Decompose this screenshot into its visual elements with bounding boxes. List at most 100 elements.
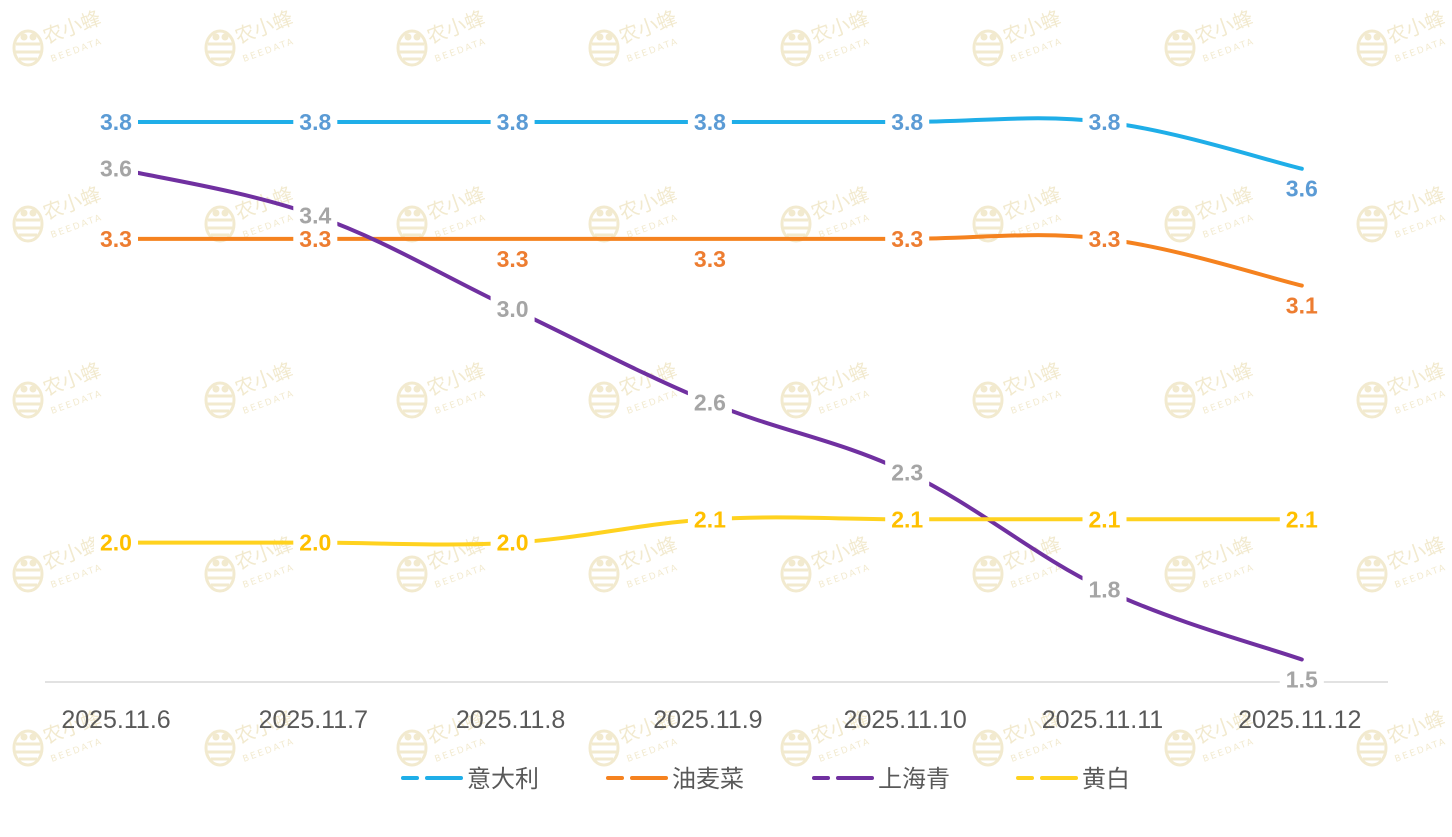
bee-icon (204, 555, 236, 593)
x-tick-label: 2025.11.11 (1042, 706, 1163, 734)
data-label-text: 1.5 (1286, 667, 1318, 693)
data-label-yidali: 3.8 (293, 108, 338, 136)
data-label-bg (293, 108, 338, 136)
bee-icon (204, 205, 236, 243)
bee-icon (1164, 381, 1196, 419)
data-label-bg (94, 528, 138, 557)
x-tick-label: 2025.11.10 (844, 706, 967, 734)
data-label-yidali: 3.8 (885, 108, 930, 136)
bee-icon (396, 381, 428, 419)
data-label-bg (1279, 174, 1324, 203)
data-label-text: 3.3 (891, 226, 923, 252)
data-label-shanghaiqing: 1.5 (1279, 665, 1324, 694)
data-label-shanghaiqing: 2.3 (885, 458, 930, 487)
data-label-bg (1082, 224, 1127, 253)
bee-icon (204, 729, 236, 767)
bee-icon (396, 205, 428, 243)
data-label-yidali: 3.8 (94, 108, 138, 136)
data-label-shanghaiqing: 3.0 (490, 294, 535, 323)
bee-icon (396, 29, 428, 67)
legend-label: 意大利 (467, 766, 539, 793)
data-label-bg (1279, 505, 1324, 534)
data-label-yidali: 3.8 (1082, 108, 1127, 136)
data-label-bg (885, 505, 930, 534)
data-label-text: 3.6 (1286, 176, 1318, 202)
data-label-shanghaiqing: 2.6 (687, 388, 732, 417)
data-label-bg (1082, 575, 1127, 604)
legend-label: 黄白 (1082, 766, 1130, 793)
bee-icon (1164, 29, 1196, 67)
data-label-yidali: 3.8 (490, 108, 535, 136)
data-label-text: 3.4 (299, 202, 331, 228)
data-label-text: 2.6 (694, 389, 726, 415)
data-label-text: 3.3 (299, 226, 331, 252)
bee-icon (204, 381, 236, 419)
data-label-text: 3.8 (100, 109, 132, 135)
data-label-text: 2.1 (891, 506, 923, 532)
bee-icon (1356, 555, 1388, 593)
data-label-shanghaiqing: 1.8 (1082, 575, 1127, 604)
data-label-text: 3.3 (1089, 226, 1121, 252)
data-label-bg (490, 528, 535, 557)
bee-icon (1356, 381, 1388, 419)
bee-icon (972, 29, 1004, 67)
bee-icon (12, 381, 44, 419)
data-label-shanghaiqing: 3.4 (293, 201, 338, 230)
data-label-huangbai: 2.0 (293, 528, 338, 557)
data-label-youmaicai: 3.1 (1279, 291, 1324, 320)
data-label-bg (94, 108, 138, 136)
x-tick-label: 2025.11.9 (653, 706, 762, 734)
data-label-bg (293, 201, 338, 230)
bee-icon (588, 205, 620, 243)
x-tick-label: 2025.11.12 (1238, 706, 1361, 734)
bee-icon (588, 381, 620, 419)
data-label-yidali: 3.8 (687, 108, 732, 136)
data-label-shanghaiqing: 3.6 (94, 154, 138, 183)
data-label-text: 3.3 (694, 246, 726, 272)
data-label-text: 1.8 (1089, 576, 1121, 602)
data-label-bg (687, 505, 732, 534)
data-label-youmaicai: 3.3 (490, 244, 535, 273)
x-tick-label: 2025.11.8 (456, 706, 565, 734)
bee-icon (972, 555, 1004, 593)
data-label-bg (687, 108, 732, 136)
bee-icon (1356, 29, 1388, 67)
data-label-bg (1082, 505, 1127, 534)
bee-icon (1164, 205, 1196, 243)
data-label-youmaicai: 3.3 (293, 224, 338, 253)
data-label-text: 3.6 (100, 156, 132, 182)
bee-icon (1164, 555, 1196, 593)
data-label-text: 2.3 (891, 460, 923, 486)
data-label-bg (1279, 665, 1324, 694)
data-label-youmaicai: 3.3 (94, 224, 138, 253)
data-label-bg (490, 294, 535, 323)
data-label-text: 3.8 (694, 109, 726, 135)
legend-label: 上海青 (878, 766, 950, 793)
data-label-text: 2.0 (497, 530, 529, 556)
data-labels: 3.8 3.8 3.8 3.8 3.8 3.83.63.3 3.33.3 3.33.3 3.33… (94, 108, 1324, 694)
legend-label: 油麦菜 (672, 766, 744, 793)
data-label-bg (687, 244, 732, 273)
data-label-text: 3.8 (891, 109, 923, 135)
bee-icon (780, 29, 812, 67)
bee-icon (204, 29, 236, 67)
data-label-text: 3.8 (497, 109, 529, 135)
legend-item-huangbai: 黄白 (1016, 766, 1130, 793)
bee-icon (780, 555, 812, 593)
bee-icon (780, 381, 812, 419)
